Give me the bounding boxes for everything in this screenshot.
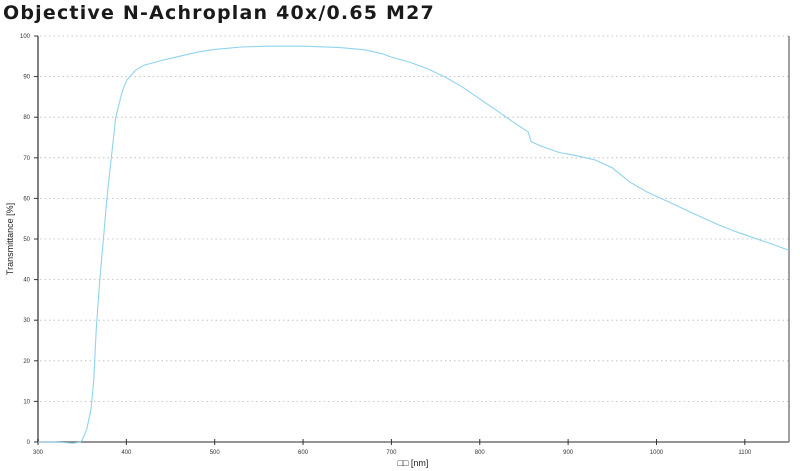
- x-tick-label: 400: [121, 450, 132, 456]
- x-tick-label: 700: [386, 450, 397, 456]
- y-tick-label: 0: [27, 440, 31, 446]
- x-axis-label: □□ [nm]: [398, 458, 429, 468]
- y-tick-label: 100: [20, 34, 31, 40]
- y-tick-label: 60: [23, 196, 30, 202]
- y-tick-label: 20: [23, 359, 30, 365]
- y-tick-label: 90: [23, 75, 30, 81]
- chart-title: Objective N-Achroplan 40x/0.65 M27: [3, 2, 435, 24]
- y-axis-ticks: 0 10 20 30 40 50 60 70 80 90 100: [20, 34, 38, 446]
- y-tick-label: 80: [23, 115, 30, 121]
- transmittance-line: [38, 45, 790, 444]
- x-tick-label: 900: [563, 450, 574, 456]
- y-tick-label: 10: [23, 399, 30, 405]
- x-tick-label: 500: [210, 450, 221, 456]
- x-tick-label: 800: [475, 450, 486, 456]
- x-tick-label: 300: [33, 450, 44, 456]
- gridlines: [40, 35, 789, 402]
- x-axis-ticks: 300 400 500 600 700 800 900 1000 1100: [33, 439, 752, 456]
- y-tick-label: 50: [23, 237, 30, 243]
- y-tick-label: 70: [23, 156, 30, 162]
- y-tick-label: 40: [23, 278, 30, 284]
- x-tick-label: 600: [298, 450, 309, 456]
- y-axis-label: Transmittance [%]: [5, 203, 15, 275]
- x-tick-label: 1000: [650, 450, 664, 456]
- y-tick-label: 30: [23, 318, 30, 324]
- x-tick-label: 1100: [738, 450, 752, 456]
